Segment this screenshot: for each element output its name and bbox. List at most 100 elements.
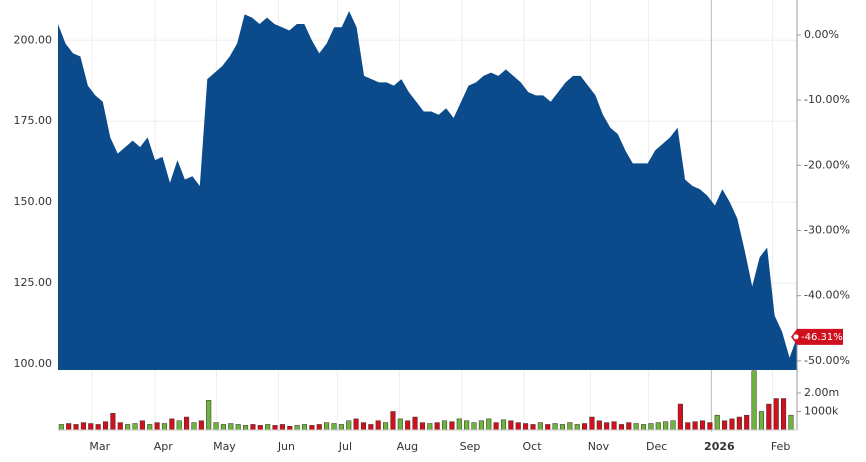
volume-bar — [66, 423, 72, 431]
price-area — [58, 11, 797, 371]
volume-bar — [169, 418, 175, 431]
volume-bar — [257, 425, 263, 431]
volume-bar — [427, 423, 433, 431]
volume-bar — [368, 424, 374, 431]
volume-bar — [73, 424, 79, 431]
volume-bar — [324, 422, 330, 431]
x-tick-label: Dec — [646, 440, 667, 453]
volume-bar — [220, 424, 226, 431]
volume-bar — [154, 422, 160, 431]
x-tick-label: Nov — [588, 440, 610, 453]
volume-bar — [316, 424, 322, 431]
volume-bar — [235, 424, 241, 431]
y2-tick-label: -20.00% — [804, 158, 850, 171]
volume-bar — [766, 403, 772, 431]
volume-bar — [161, 423, 168, 431]
volume-bar — [722, 420, 728, 431]
volume-bar — [191, 422, 197, 431]
volume-bar — [714, 414, 720, 431]
volume-bar — [456, 418, 462, 431]
x-tick-label: Oct — [522, 440, 542, 453]
volume-bar — [184, 416, 190, 431]
x-tick-label: May — [213, 440, 236, 453]
volume-bar — [781, 398, 787, 431]
volume-bar — [604, 422, 610, 431]
volume-bar — [574, 424, 580, 431]
volume-bar — [250, 424, 256, 431]
volume-bar — [707, 422, 713, 431]
volume-bar — [383, 422, 389, 431]
x-tick-label: Feb — [771, 440, 790, 453]
volume-bar — [788, 414, 794, 431]
volume-bar — [670, 420, 676, 431]
y2-tick-label: -30.00% — [804, 224, 850, 237]
volume-bar — [699, 420, 706, 431]
x-tick-label: Aug — [397, 440, 418, 453]
volume-bar — [228, 423, 234, 431]
x-tick-label: 2026 — [704, 440, 735, 453]
volume-bar — [478, 420, 484, 431]
volume-bar — [648, 423, 654, 431]
volume-bar — [471, 422, 477, 431]
volume-bar — [758, 411, 765, 431]
volume-bar — [626, 422, 632, 431]
last-value-dot — [792, 333, 800, 341]
volume-bar — [338, 424, 344, 431]
volume-bar — [596, 420, 602, 431]
y2-tick-label: 0.00% — [804, 28, 839, 41]
volume-bar — [213, 422, 219, 431]
volume-bar — [441, 420, 448, 431]
volume-bar — [287, 426, 293, 431]
y-tick-label: 175.00 — [14, 114, 53, 127]
x-tick-label: Sep — [460, 440, 481, 453]
volume-bar — [110, 413, 116, 431]
volume-bar — [744, 414, 750, 431]
volume-bar — [464, 420, 470, 431]
volume-bar — [397, 418, 403, 431]
volume-tick-label: 2.00m — [804, 386, 839, 399]
volume-bar — [132, 423, 138, 431]
volume-bar — [265, 424, 271, 431]
volume-bar — [508, 420, 514, 431]
volume-bar — [88, 423, 94, 431]
volume-bar — [117, 422, 123, 431]
volume-bar — [773, 398, 779, 431]
volume-bar — [331, 423, 337, 431]
volume-bar — [685, 422, 691, 431]
y-tick-label: 125.00 — [14, 276, 53, 289]
volume-bar — [375, 420, 381, 431]
volume-bar — [353, 418, 359, 431]
volume-bar — [272, 425, 278, 431]
volume-bar — [589, 416, 595, 431]
volume-bar — [243, 425, 249, 431]
volume-bar — [523, 423, 529, 431]
volume-bar — [618, 424, 624, 431]
volume-bar — [515, 422, 521, 431]
volume-bar — [640, 424, 647, 431]
volume-bar — [419, 422, 425, 431]
volume-bar — [206, 400, 212, 431]
x-tick-label: Jun — [277, 440, 295, 453]
volume-bar — [198, 420, 204, 431]
volume-bar — [360, 422, 367, 431]
volume-bar — [729, 418, 735, 431]
x-tick-label: Apr — [154, 440, 174, 453]
volume-bar — [677, 403, 683, 431]
volume-bar — [58, 424, 64, 431]
volume-tick-label: 1000k — [804, 404, 839, 417]
volume-bar — [95, 424, 101, 431]
volume-bar — [493, 422, 499, 431]
volume-bar — [139, 420, 145, 431]
volume-bar — [633, 423, 639, 431]
volume-bar — [434, 422, 440, 431]
volume-bar — [500, 419, 507, 431]
volume-bar — [663, 421, 669, 431]
x-tick-label: Mar — [89, 440, 110, 453]
volume-bar — [80, 422, 86, 431]
volume-bar — [537, 422, 543, 431]
last-value-label: -46.31% — [801, 332, 843, 343]
x-tick-label: Jul — [338, 440, 352, 453]
volume-bar — [279, 424, 285, 431]
volume-bar — [655, 422, 661, 431]
